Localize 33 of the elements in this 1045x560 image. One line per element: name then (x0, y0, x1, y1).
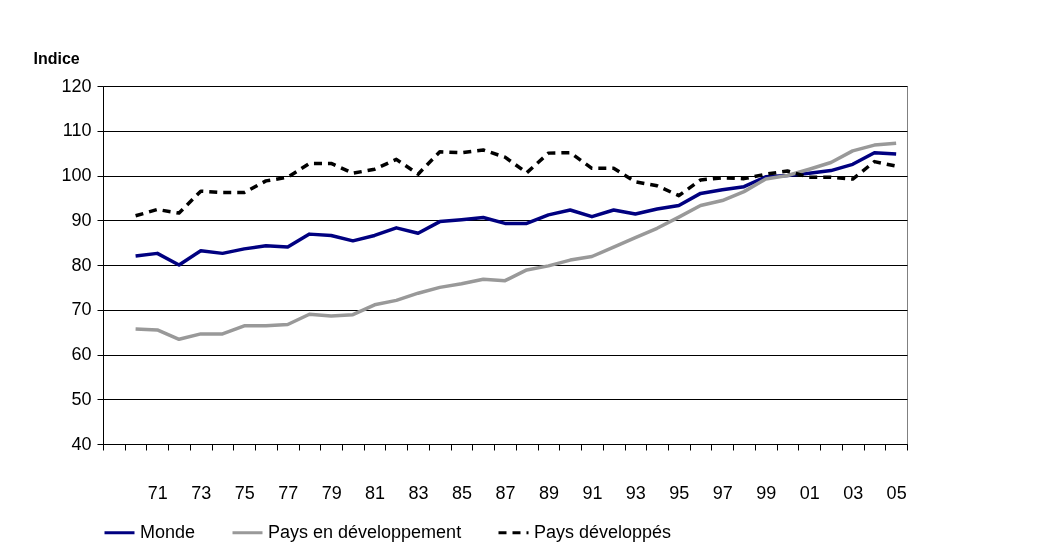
x-tick-label: 79 (321, 482, 342, 503)
y-tick-label: 90 (71, 209, 92, 230)
y-tick-label: 80 (71, 254, 92, 275)
x-tick-label: 77 (278, 482, 299, 503)
y-tick-label: 50 (71, 388, 92, 409)
legend-label: Monde (140, 521, 196, 542)
y-tick-label: 110 (62, 120, 92, 141)
x-tick-label: 75 (234, 482, 255, 503)
y-tick-label: 40 (71, 433, 92, 454)
x-tick-label: 87 (495, 482, 516, 503)
line-series (133, 141, 898, 342)
legend-label: Pays développés (534, 521, 672, 542)
y-tick-label: 70 (71, 299, 92, 320)
x-tick-label: 97 (712, 482, 733, 503)
x-tick-label: 95 (669, 482, 690, 503)
y-tick-label: 120 (61, 75, 92, 96)
x-tick-label: 81 (365, 482, 386, 503)
y-tick-label: 100 (61, 165, 92, 185)
y-axis-title: Indice (33, 49, 80, 67)
x-tick-label: 91 (582, 482, 603, 503)
x-tick-label: 01 (799, 482, 820, 503)
x-tick-label: 85 (452, 482, 473, 503)
x-tick-label: 83 (408, 482, 429, 503)
x-tick-label: 03 (843, 482, 864, 503)
x-tick-label: 73 (191, 482, 212, 503)
x-tick-label: 93 (625, 482, 646, 503)
legend-label: Pays en développement (268, 521, 462, 542)
x-tick-label: 89 (538, 482, 559, 503)
y-tick-label: 60 (71, 344, 92, 364)
line-series (133, 150, 898, 267)
x-tick-label: 71 (147, 482, 168, 503)
x-tick-label: 05 (886, 482, 907, 503)
x-tick-label: 99 (756, 482, 777, 503)
